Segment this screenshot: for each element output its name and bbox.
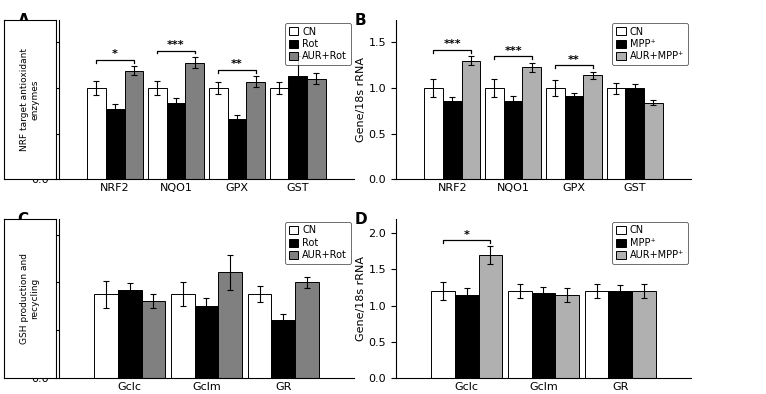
Bar <box>583 75 602 179</box>
Bar <box>87 88 106 179</box>
Legend: CN, Rot, AUR+Rot: CN, Rot, AUR+Rot <box>285 221 351 264</box>
Text: **: ** <box>568 55 580 65</box>
Bar <box>565 96 583 179</box>
Y-axis label: Gene/18s rRNA: Gene/18s rRNA <box>356 57 366 142</box>
Bar <box>228 119 246 179</box>
Legend: CN, MPP⁺, AUR+MPP⁺: CN, MPP⁺, AUR+MPP⁺ <box>612 221 688 264</box>
Bar <box>462 61 480 179</box>
Bar <box>555 295 579 378</box>
Bar <box>532 293 555 378</box>
Bar <box>148 88 167 179</box>
Text: NRF target antioxidant
enzymes: NRF target antioxidant enzymes <box>20 48 40 151</box>
Bar <box>424 88 443 179</box>
Bar <box>288 76 307 179</box>
Text: ***: *** <box>167 40 185 50</box>
Bar <box>106 109 125 179</box>
Bar <box>607 88 625 179</box>
Bar <box>431 291 455 378</box>
Bar <box>270 88 288 179</box>
Legend: CN, MPP⁺, AUR+MPP⁺: CN, MPP⁺, AUR+MPP⁺ <box>612 22 688 65</box>
Text: *: * <box>464 230 470 240</box>
Bar <box>608 291 632 378</box>
Bar <box>485 88 504 179</box>
Bar <box>247 294 271 378</box>
Bar <box>508 291 532 378</box>
Y-axis label: Gene/18s rRNA: Gene/18s rRNA <box>355 256 366 341</box>
Text: ***: *** <box>444 39 461 49</box>
Text: D: D <box>355 212 368 227</box>
Bar <box>295 282 319 378</box>
Bar <box>625 88 644 179</box>
Bar <box>584 291 608 378</box>
Bar <box>209 88 228 179</box>
Bar <box>479 255 502 378</box>
Y-axis label: Gene/18s rRNA: Gene/18s rRNA <box>18 256 29 341</box>
Bar <box>142 301 165 378</box>
Y-axis label: Gene/18s rRNA: Gene/18s rRNA <box>19 57 29 142</box>
Text: ***: *** <box>504 46 522 56</box>
Bar <box>455 295 479 378</box>
Bar <box>443 101 462 179</box>
Bar <box>195 307 218 378</box>
Bar <box>271 320 295 378</box>
Text: A: A <box>18 13 29 28</box>
Text: C: C <box>18 212 29 227</box>
Bar <box>307 79 326 179</box>
Text: *: * <box>112 49 118 59</box>
Bar <box>504 101 522 179</box>
Bar <box>167 103 185 179</box>
Bar <box>185 63 204 179</box>
Text: GSH production and
recycling: GSH production and recycling <box>20 253 40 344</box>
Bar <box>218 272 242 378</box>
Bar <box>522 67 541 179</box>
Bar <box>546 88 565 179</box>
Bar <box>246 82 265 179</box>
Bar <box>94 294 118 378</box>
Bar <box>118 290 142 378</box>
Bar <box>125 71 143 179</box>
Bar <box>632 291 656 378</box>
Text: **: ** <box>231 59 243 69</box>
Text: B: B <box>355 13 366 28</box>
Bar <box>171 294 195 378</box>
Legend: CN, Rot, AUR+Rot: CN, Rot, AUR+Rot <box>285 22 351 65</box>
Bar <box>644 103 663 179</box>
